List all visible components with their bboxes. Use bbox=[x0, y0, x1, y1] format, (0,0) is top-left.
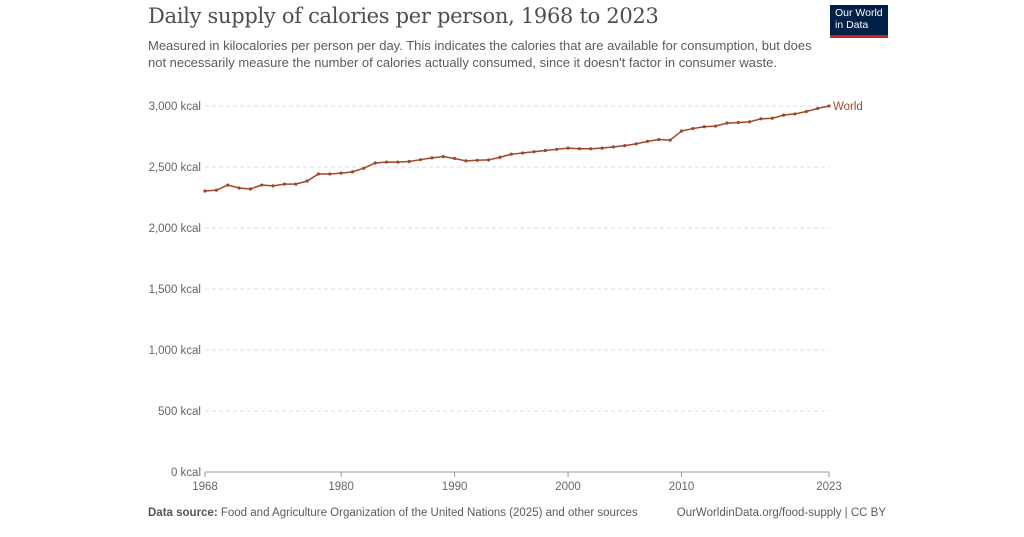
y-tick-label: 500 kcal bbox=[158, 406, 201, 418]
data-point bbox=[555, 147, 559, 151]
data-point bbox=[396, 160, 400, 164]
data-point bbox=[657, 137, 661, 142]
data-point bbox=[702, 125, 706, 129]
y-tick-label: 3,000 kcal bbox=[149, 101, 201, 113]
data-point bbox=[407, 159, 411, 164]
data-point bbox=[770, 116, 774, 120]
data-point bbox=[543, 148, 547, 153]
data-point bbox=[793, 112, 797, 116]
data-point bbox=[237, 186, 241, 190]
data-point bbox=[713, 124, 718, 128]
y-tick-label: 2,000 kcal bbox=[149, 223, 201, 235]
data-point bbox=[339, 171, 343, 175]
data-point bbox=[294, 182, 298, 186]
x-tick-label: 1968 bbox=[192, 481, 218, 493]
data-point bbox=[816, 106, 820, 111]
data-point bbox=[248, 187, 252, 191]
y-tick-label: 1,000 kcal bbox=[149, 345, 201, 357]
data-point bbox=[589, 147, 593, 151]
data-point bbox=[691, 126, 695, 131]
data-point bbox=[634, 142, 638, 146]
x-tick-label: 1980 bbox=[328, 481, 354, 493]
data-point bbox=[668, 138, 672, 142]
data-point bbox=[498, 155, 502, 159]
data-point bbox=[487, 158, 491, 162]
y-tick-label: 2,500 kcal bbox=[149, 162, 201, 174]
data-source: Data source: Food and Agriculture Organi… bbox=[148, 507, 638, 519]
data-point bbox=[328, 172, 332, 176]
data-point bbox=[260, 183, 264, 187]
data-source-label: Data source: bbox=[148, 507, 218, 519]
data-point bbox=[532, 150, 536, 154]
chart-title: Daily supply of calories per person, 196… bbox=[148, 4, 659, 28]
data-point bbox=[804, 109, 808, 114]
logo-line-2: in Data bbox=[835, 18, 869, 31]
data-point bbox=[645, 139, 650, 143]
x-tick-label: 1990 bbox=[442, 481, 468, 493]
series-label: World bbox=[833, 101, 863, 113]
data-point bbox=[362, 166, 366, 170]
data-point bbox=[441, 155, 445, 159]
data-point bbox=[509, 152, 513, 156]
data-point bbox=[747, 120, 752, 124]
y-tick-label: 0 kcal bbox=[171, 467, 201, 479]
data-source-text: Food and Agriculture Organization of the… bbox=[217, 507, 638, 519]
chart-subtitle: Measured in kilocalories per person per … bbox=[148, 38, 812, 70]
x-tick-label: 2023 bbox=[816, 481, 842, 493]
owid-logo[interactable]: Our World in Data bbox=[830, 5, 888, 38]
logo-line-1: Our World bbox=[835, 7, 883, 19]
data-point bbox=[475, 158, 479, 162]
data-point bbox=[679, 129, 684, 133]
data-point bbox=[782, 113, 786, 117]
source-url-link[interactable]: OurWorldinData.org/food-supply | CC BY bbox=[676, 507, 886, 519]
data-point bbox=[430, 156, 434, 160]
data-point bbox=[600, 146, 604, 150]
data-point bbox=[623, 144, 627, 148]
data-point bbox=[203, 189, 207, 193]
data-point bbox=[271, 184, 275, 188]
data-point bbox=[214, 188, 218, 192]
data-point bbox=[521, 151, 525, 155]
data-point bbox=[827, 104, 831, 108]
data-point bbox=[566, 146, 570, 150]
data-point bbox=[305, 179, 309, 183]
data-point bbox=[453, 156, 457, 161]
data-point bbox=[725, 121, 729, 125]
data-point bbox=[577, 147, 582, 151]
data-point bbox=[350, 170, 355, 174]
data-point bbox=[736, 120, 740, 125]
data-point bbox=[759, 117, 763, 121]
data-point bbox=[611, 145, 616, 149]
x-tick-label: 2010 bbox=[669, 481, 695, 493]
data-point bbox=[464, 159, 468, 163]
x-tick-label: 2000 bbox=[555, 481, 581, 493]
data-point bbox=[418, 158, 423, 162]
data-point bbox=[384, 160, 389, 164]
series-line-world bbox=[204, 105, 830, 192]
data-point bbox=[373, 161, 377, 165]
data-point bbox=[282, 182, 287, 186]
data-point bbox=[316, 172, 321, 176]
data-point bbox=[226, 183, 230, 187]
y-tick-label: 1,500 kcal bbox=[149, 284, 201, 296]
